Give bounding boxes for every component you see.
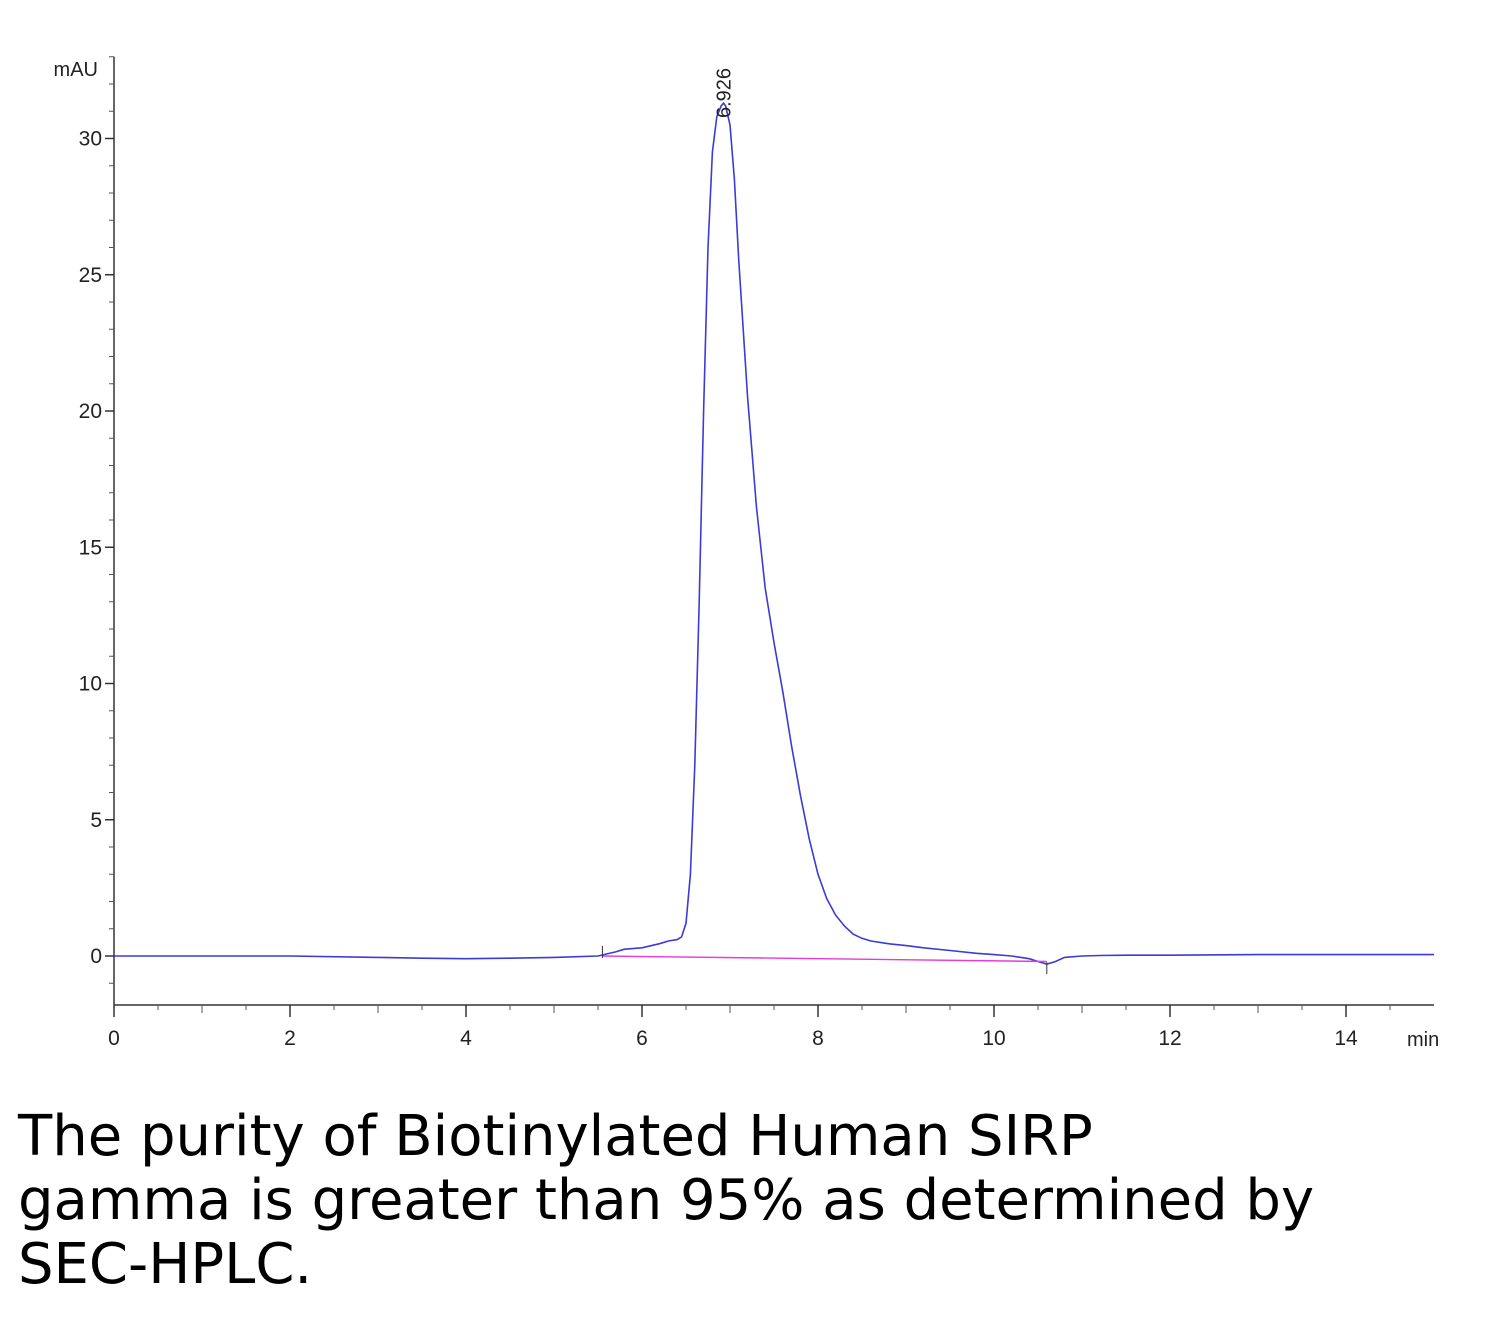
signal-trace: [114, 101, 1434, 966]
y-tick-label: 20: [79, 400, 102, 423]
x-axis-unit-label: min: [1407, 1029, 1439, 1051]
x-tick-label: 12: [1158, 1027, 1181, 1050]
x-tick-label: 10: [982, 1027, 1005, 1050]
baseline-trace: [602, 955, 1047, 963]
annotations-group: 6.926: [601, 68, 1048, 975]
axes-group: [113, 56, 1434, 1006]
y-tick-label: 30: [79, 128, 102, 151]
y-ticks-group: 0 5 10 15 20 25 30: [79, 56, 114, 984]
y-tick-label: 5: [90, 809, 102, 832]
y-tick-label: 0: [90, 945, 102, 968]
x-tick-label: 4: [460, 1027, 472, 1050]
y-tick-label: 25: [79, 264, 102, 287]
x-tick-label: 8: [812, 1027, 824, 1050]
y-axis-unit-label: mAU: [54, 59, 98, 81]
x-ticks-group: 0 2 4 6 8 10 12 14: [108, 1005, 1391, 1050]
x-tick-label: 14: [1334, 1027, 1358, 1050]
x-tick-label: 0: [108, 1027, 120, 1050]
series-group: [114, 101, 1434, 966]
peak-label: 6.926: [713, 68, 735, 118]
y-tick-label: 15: [79, 536, 102, 559]
figure-caption: The purity of Biotinylated Human SIRP ga…: [18, 1104, 1315, 1297]
chromatogram-chart: mAU min 0 5 10 15 20 25 30 0 2 4 6 8 10 12 14 6.926: [54, 56, 1439, 1051]
y-tick-label: 10: [79, 673, 102, 696]
x-tick-label: 6: [636, 1027, 648, 1050]
x-tick-label: 2: [284, 1027, 296, 1050]
